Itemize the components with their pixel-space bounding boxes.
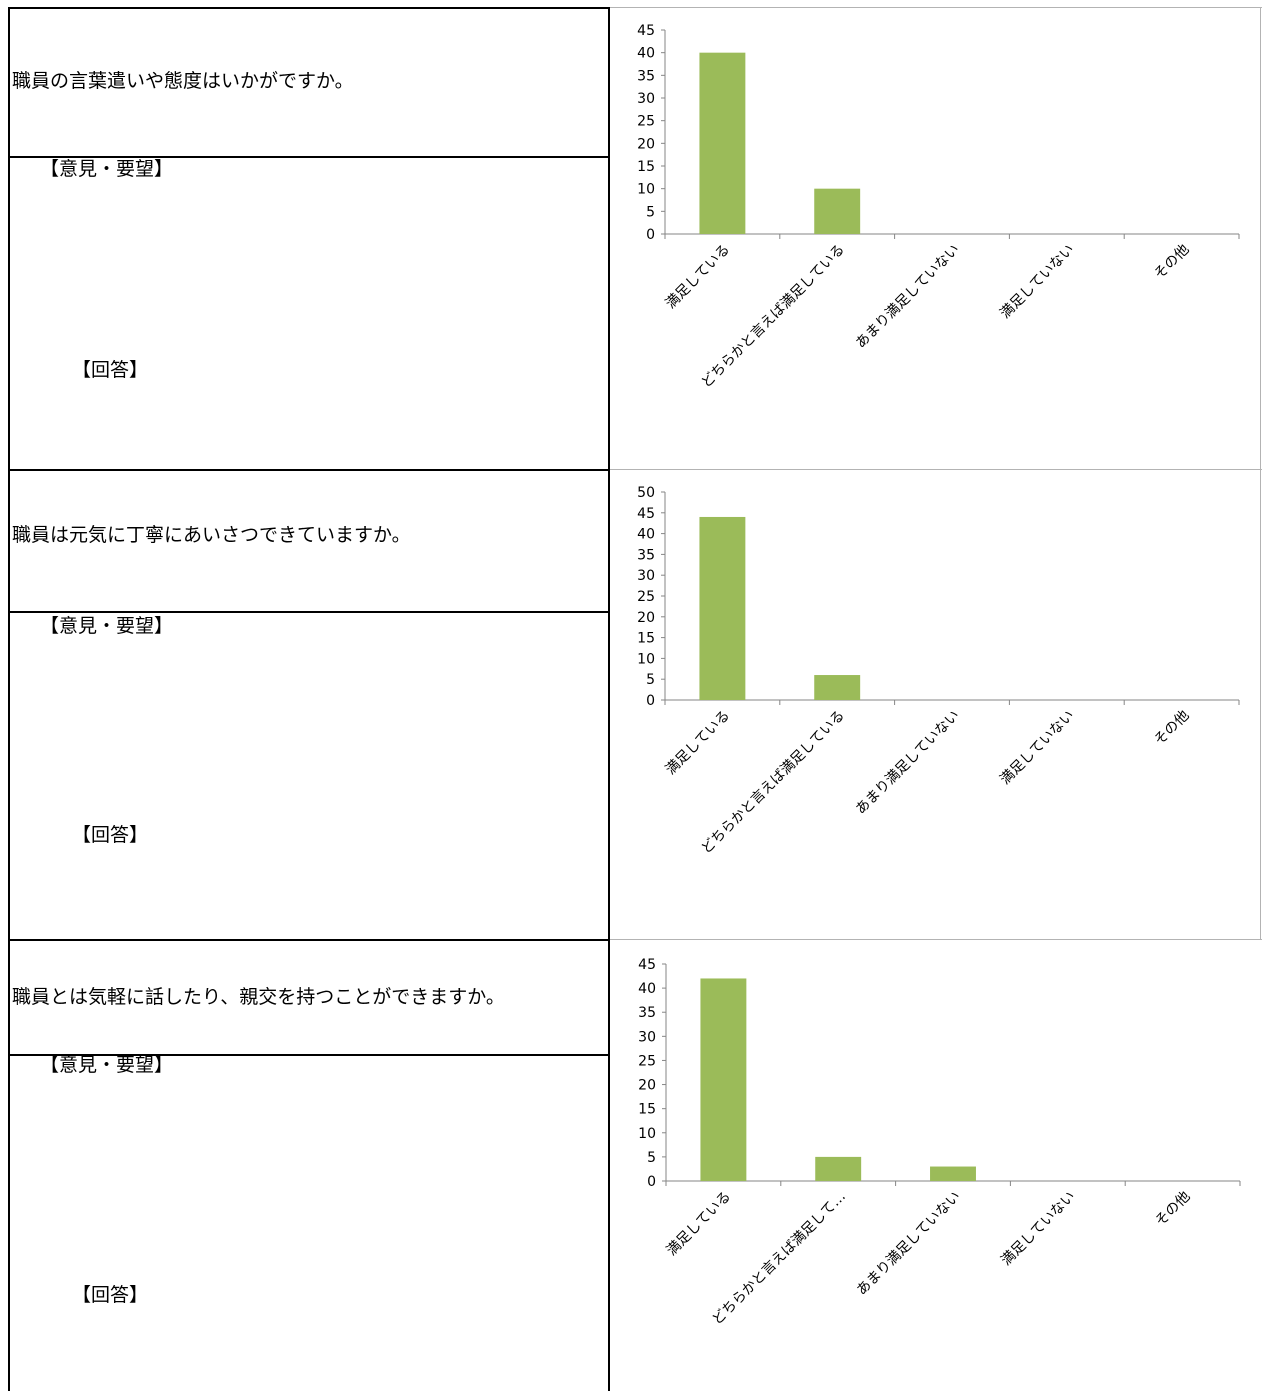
opinion-label: 【意見・要望】 (40, 1054, 174, 1076)
y-tick-label: 0 (647, 1174, 656, 1190)
y-tick-label: 5 (646, 204, 655, 220)
y-tick-label: 10 (637, 182, 655, 198)
x-category-label: その他 (1151, 242, 1192, 283)
chart-frame-right (1260, 469, 1261, 939)
y-tick-label: 20 (637, 136, 655, 152)
x-category-label: 満足していない (997, 708, 1077, 788)
answer-label: 【回答】 (72, 1284, 149, 1306)
y-tick-label: 15 (637, 159, 655, 175)
bar (699, 516, 746, 700)
y-tick-label: 0 (646, 693, 655, 709)
question-text: 職員とは気軽に話したり、親交を持つことができますか。 (12, 986, 505, 1008)
chart-frame-divider (610, 469, 1262, 470)
answer-label: 【回答】 (72, 824, 149, 846)
table-left-border (8, 7, 10, 1391)
y-tick-label: 10 (637, 651, 655, 667)
y-tick-label: 45 (638, 957, 656, 973)
x-category-label: 満足している (664, 1189, 734, 1259)
y-tick-label: 40 (637, 527, 655, 543)
y-tick-label: 20 (637, 610, 655, 626)
y-tick-label: 35 (637, 547, 655, 563)
y-tick-label: 0 (646, 227, 655, 243)
x-category-label: あまり満足していない (853, 708, 963, 818)
bar (699, 52, 746, 234)
x-category-label: どちらかと言えば満足して… (709, 1189, 849, 1329)
x-category-label: その他 (1152, 1189, 1193, 1230)
y-tick-label: 50 (637, 485, 655, 501)
row-divider (8, 156, 610, 158)
y-tick-label: 30 (637, 568, 655, 584)
bar (814, 675, 861, 700)
y-tick-label: 20 (638, 1078, 656, 1094)
bar (700, 978, 747, 1181)
y-tick-label: 15 (638, 1102, 656, 1118)
bar (930, 1166, 976, 1181)
bar (815, 1156, 862, 1181)
chart-frame-top (610, 7, 1262, 8)
x-category-label: あまり満足していない (853, 242, 963, 352)
table-column-divider (608, 7, 610, 1391)
y-tick-label: 25 (637, 114, 655, 130)
section-divider (8, 469, 610, 471)
chart-frame-divider (610, 939, 1262, 940)
section-divider (8, 939, 610, 941)
y-tick-label: 5 (647, 1150, 656, 1166)
question-text: 職員は元気に丁寧にあいさつできていますか。 (12, 524, 411, 546)
y-tick-label: 5 (646, 672, 655, 688)
y-tick-label: 15 (637, 631, 655, 647)
x-category-label: 満足していない (998, 1189, 1078, 1269)
y-tick-label: 35 (638, 1005, 656, 1021)
bar (814, 188, 861, 234)
x-category-label: 満足している (663, 708, 733, 778)
row-divider (8, 611, 610, 613)
x-category-label: その他 (1151, 708, 1192, 749)
x-category-label: 満足していない (997, 242, 1077, 322)
y-tick-label: 10 (638, 1126, 656, 1142)
y-tick-label: 45 (637, 23, 655, 39)
table-top-border (8, 7, 610, 9)
y-tick-label: 30 (637, 91, 655, 107)
question-text: 職員の言葉遣いや態度はいかがですか。 (12, 70, 354, 92)
x-category-label: 満足している (663, 242, 733, 312)
y-tick-label: 25 (638, 1053, 656, 1069)
y-tick-label: 35 (637, 68, 655, 84)
chart-frame-right (1260, 7, 1261, 469)
y-tick-label: 40 (638, 981, 656, 997)
y-tick-label: 30 (638, 1029, 656, 1045)
bar-chart: 05101520253035404550満足しているどちらかと言えば満足している… (637, 485, 1240, 857)
y-tick-label: 25 (637, 589, 655, 605)
opinion-label: 【意見・要望】 (40, 615, 174, 637)
x-category-label: あまり満足していない (854, 1189, 964, 1299)
y-tick-label: 40 (637, 46, 655, 62)
answer-label: 【回答】 (72, 359, 149, 381)
row-divider (8, 1054, 610, 1056)
opinion-label: 【意見・要望】 (40, 158, 174, 180)
y-tick-label: 45 (637, 506, 655, 522)
